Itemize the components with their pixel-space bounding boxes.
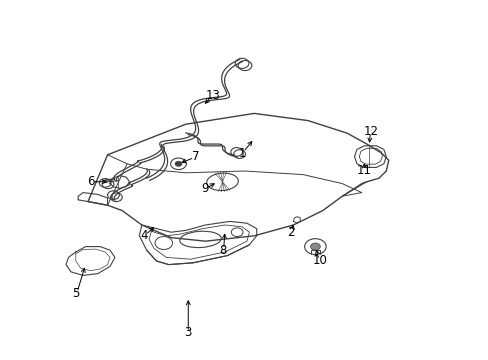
Text: 6: 6 bbox=[86, 175, 94, 188]
Text: 2: 2 bbox=[286, 226, 294, 239]
Text: 5: 5 bbox=[72, 287, 80, 300]
Text: 10: 10 bbox=[312, 255, 327, 267]
Text: 3: 3 bbox=[184, 327, 192, 339]
Circle shape bbox=[310, 243, 320, 250]
Text: 13: 13 bbox=[205, 89, 220, 102]
Text: 8: 8 bbox=[218, 244, 226, 257]
Text: 12: 12 bbox=[364, 125, 378, 138]
Text: 4: 4 bbox=[140, 229, 148, 242]
Text: 1: 1 bbox=[238, 147, 245, 159]
Text: 11: 11 bbox=[356, 165, 371, 177]
Circle shape bbox=[175, 161, 182, 166]
Text: 7: 7 bbox=[191, 150, 199, 163]
Text: 9: 9 bbox=[201, 183, 209, 195]
